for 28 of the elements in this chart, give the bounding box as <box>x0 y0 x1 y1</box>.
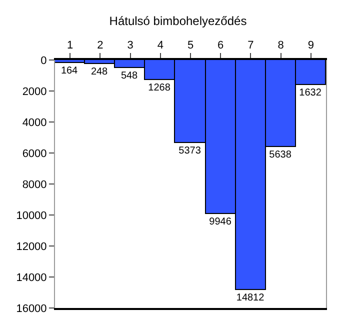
y-tick-label: 14000 <box>16 272 47 284</box>
data-label: 1632 <box>299 88 322 98</box>
x-tick-label: 1 <box>66 40 74 52</box>
data-label: 9946 <box>209 216 232 228</box>
data-label: 14812 <box>236 292 265 304</box>
y-tick-label: 8000 <box>22 178 47 191</box>
x-tick-label: 4 <box>157 40 164 52</box>
x-tick-label: 2 <box>97 40 104 52</box>
chart-title: Hátulsó bimbohelyeződés <box>109 14 247 28</box>
data-label: 5638 <box>269 150 292 160</box>
y-tick-label: 10000 <box>16 210 47 222</box>
x-tick-label: 7 <box>248 40 254 52</box>
data-label: 548 <box>120 70 138 82</box>
data-label: 1268 <box>148 82 171 94</box>
y-tick-label: 4000 <box>22 116 47 129</box>
y-tick-label: 0 <box>40 54 47 67</box>
y-tick-label: 6000 <box>22 148 47 160</box>
x-tick-label: 5 <box>187 40 194 52</box>
y-tick-label: 2000 <box>22 86 47 98</box>
x-tick-label: 8 <box>278 40 284 52</box>
data-label: 248 <box>90 66 108 78</box>
x-tick-label: 9 <box>308 40 314 52</box>
data-label: 164 <box>60 66 78 76</box>
data-label: 5373 <box>178 146 202 156</box>
x-tick-label: 6 <box>218 40 224 52</box>
x-tick-label: 3 <box>127 40 134 52</box>
y-tick-label: 16000 <box>16 302 47 315</box>
y-tick-label: 12000 <box>16 240 47 253</box>
